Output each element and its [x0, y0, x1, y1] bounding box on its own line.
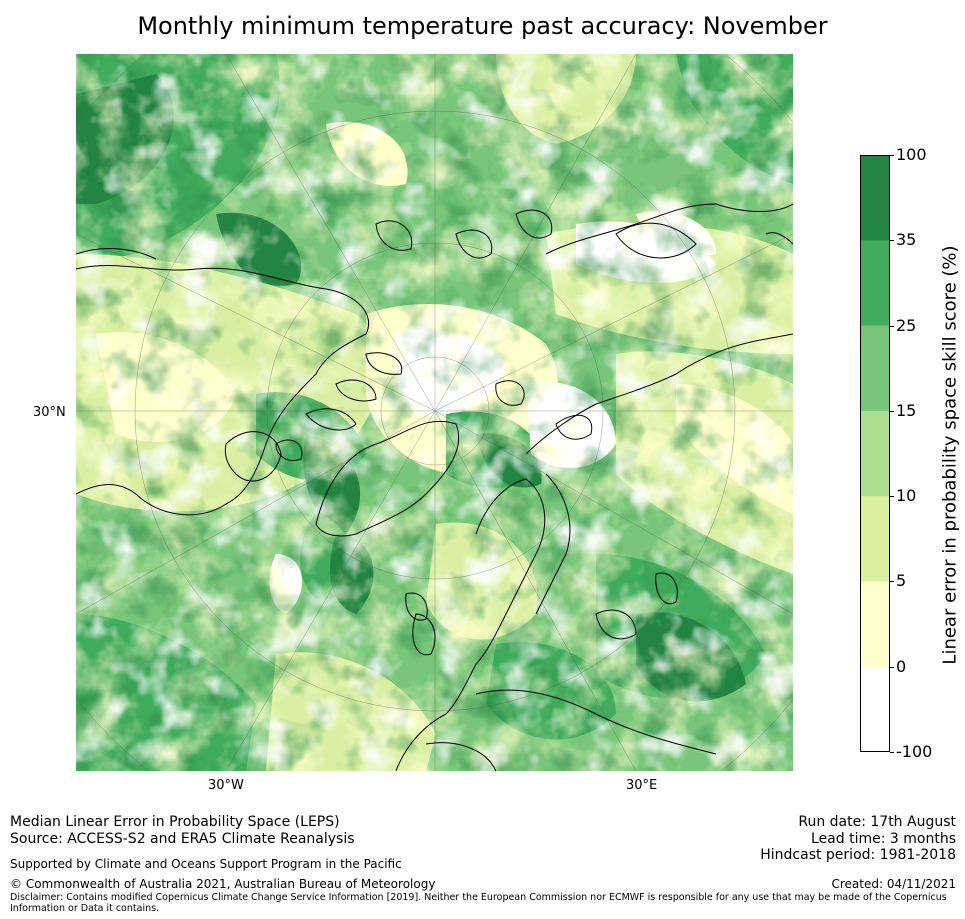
colorbar-bin	[860, 410, 890, 497]
colorbar-tick-mark	[890, 410, 894, 412]
colorbar-tick-mark	[890, 752, 894, 753]
lat-label-30n: 30°N	[33, 405, 66, 420]
colorbar	[860, 155, 890, 752]
colorbar-tick-label: 10	[896, 486, 917, 506]
colorbar-label: Linear error in probability space skill …	[939, 245, 961, 665]
lon-label-30e: 30°E	[626, 778, 658, 793]
colorbar-bin	[860, 496, 890, 582]
colorbar-bin	[860, 581, 890, 668]
lon-label-30w: 30°W	[208, 778, 244, 793]
greenland-coast	[315, 420, 460, 537]
colorbar-tick-label: 100	[896, 145, 927, 164]
colorbar-tick-mark	[890, 325, 894, 327]
graticule	[76, 54, 793, 771]
map-title: Monthly minimum temperature past accurac…	[137, 12, 828, 40]
colorbar-tick-label: 5	[896, 571, 907, 591]
europe-coast	[395, 478, 546, 771]
colorbar-tick-label: -100	[896, 742, 933, 761]
colorbar-tick-mark	[890, 666, 894, 668]
colorbar-bin	[860, 155, 890, 241]
colorbar-tick-label: 0	[896, 656, 907, 676]
footer-method: Median Linear Error in Probability Space…	[10, 814, 340, 830]
colorbar-border	[860, 155, 890, 752]
colorbar-tick-mark	[890, 155, 894, 156]
footer-lead-time: Lead time: 3 months	[811, 831, 956, 847]
footer-source: Source: ACCESS-S2 and ERA5 Climate Reana…	[10, 831, 355, 847]
colorbar-tick-label: 15	[896, 400, 917, 420]
colorbar-tick-mark	[890, 496, 894, 498]
footer-supported: Supported by Climate and Oceans Support …	[10, 857, 402, 871]
colorbar-tick-label: 35	[896, 230, 917, 250]
footer-run-date: Run date: 17th August	[798, 814, 956, 830]
colorbar-tick-mark	[890, 240, 894, 242]
colorbar-bin	[860, 240, 890, 327]
footer-copyright: © Commonwealth of Australia 2021, Austra…	[10, 877, 436, 891]
coastlines	[76, 203, 793, 771]
colorbar-bin	[860, 325, 890, 412]
colorbar-bin	[860, 666, 890, 752]
colorbar-tick-label: 25	[896, 315, 917, 335]
colorbar-tick-mark	[890, 581, 894, 583]
footer-created: Created: 04/11/2021	[831, 877, 956, 891]
footer-disclaimer-1: Disclaimer: Contains modified Copernicus…	[10, 892, 947, 903]
skill-score-map	[76, 54, 793, 771]
footer-disclaimer-2: Information or Data it contains.	[10, 903, 160, 914]
footer-hindcast: Hindcast period: 1981-2018	[760, 847, 956, 863]
texture-white	[76, 54, 793, 771]
